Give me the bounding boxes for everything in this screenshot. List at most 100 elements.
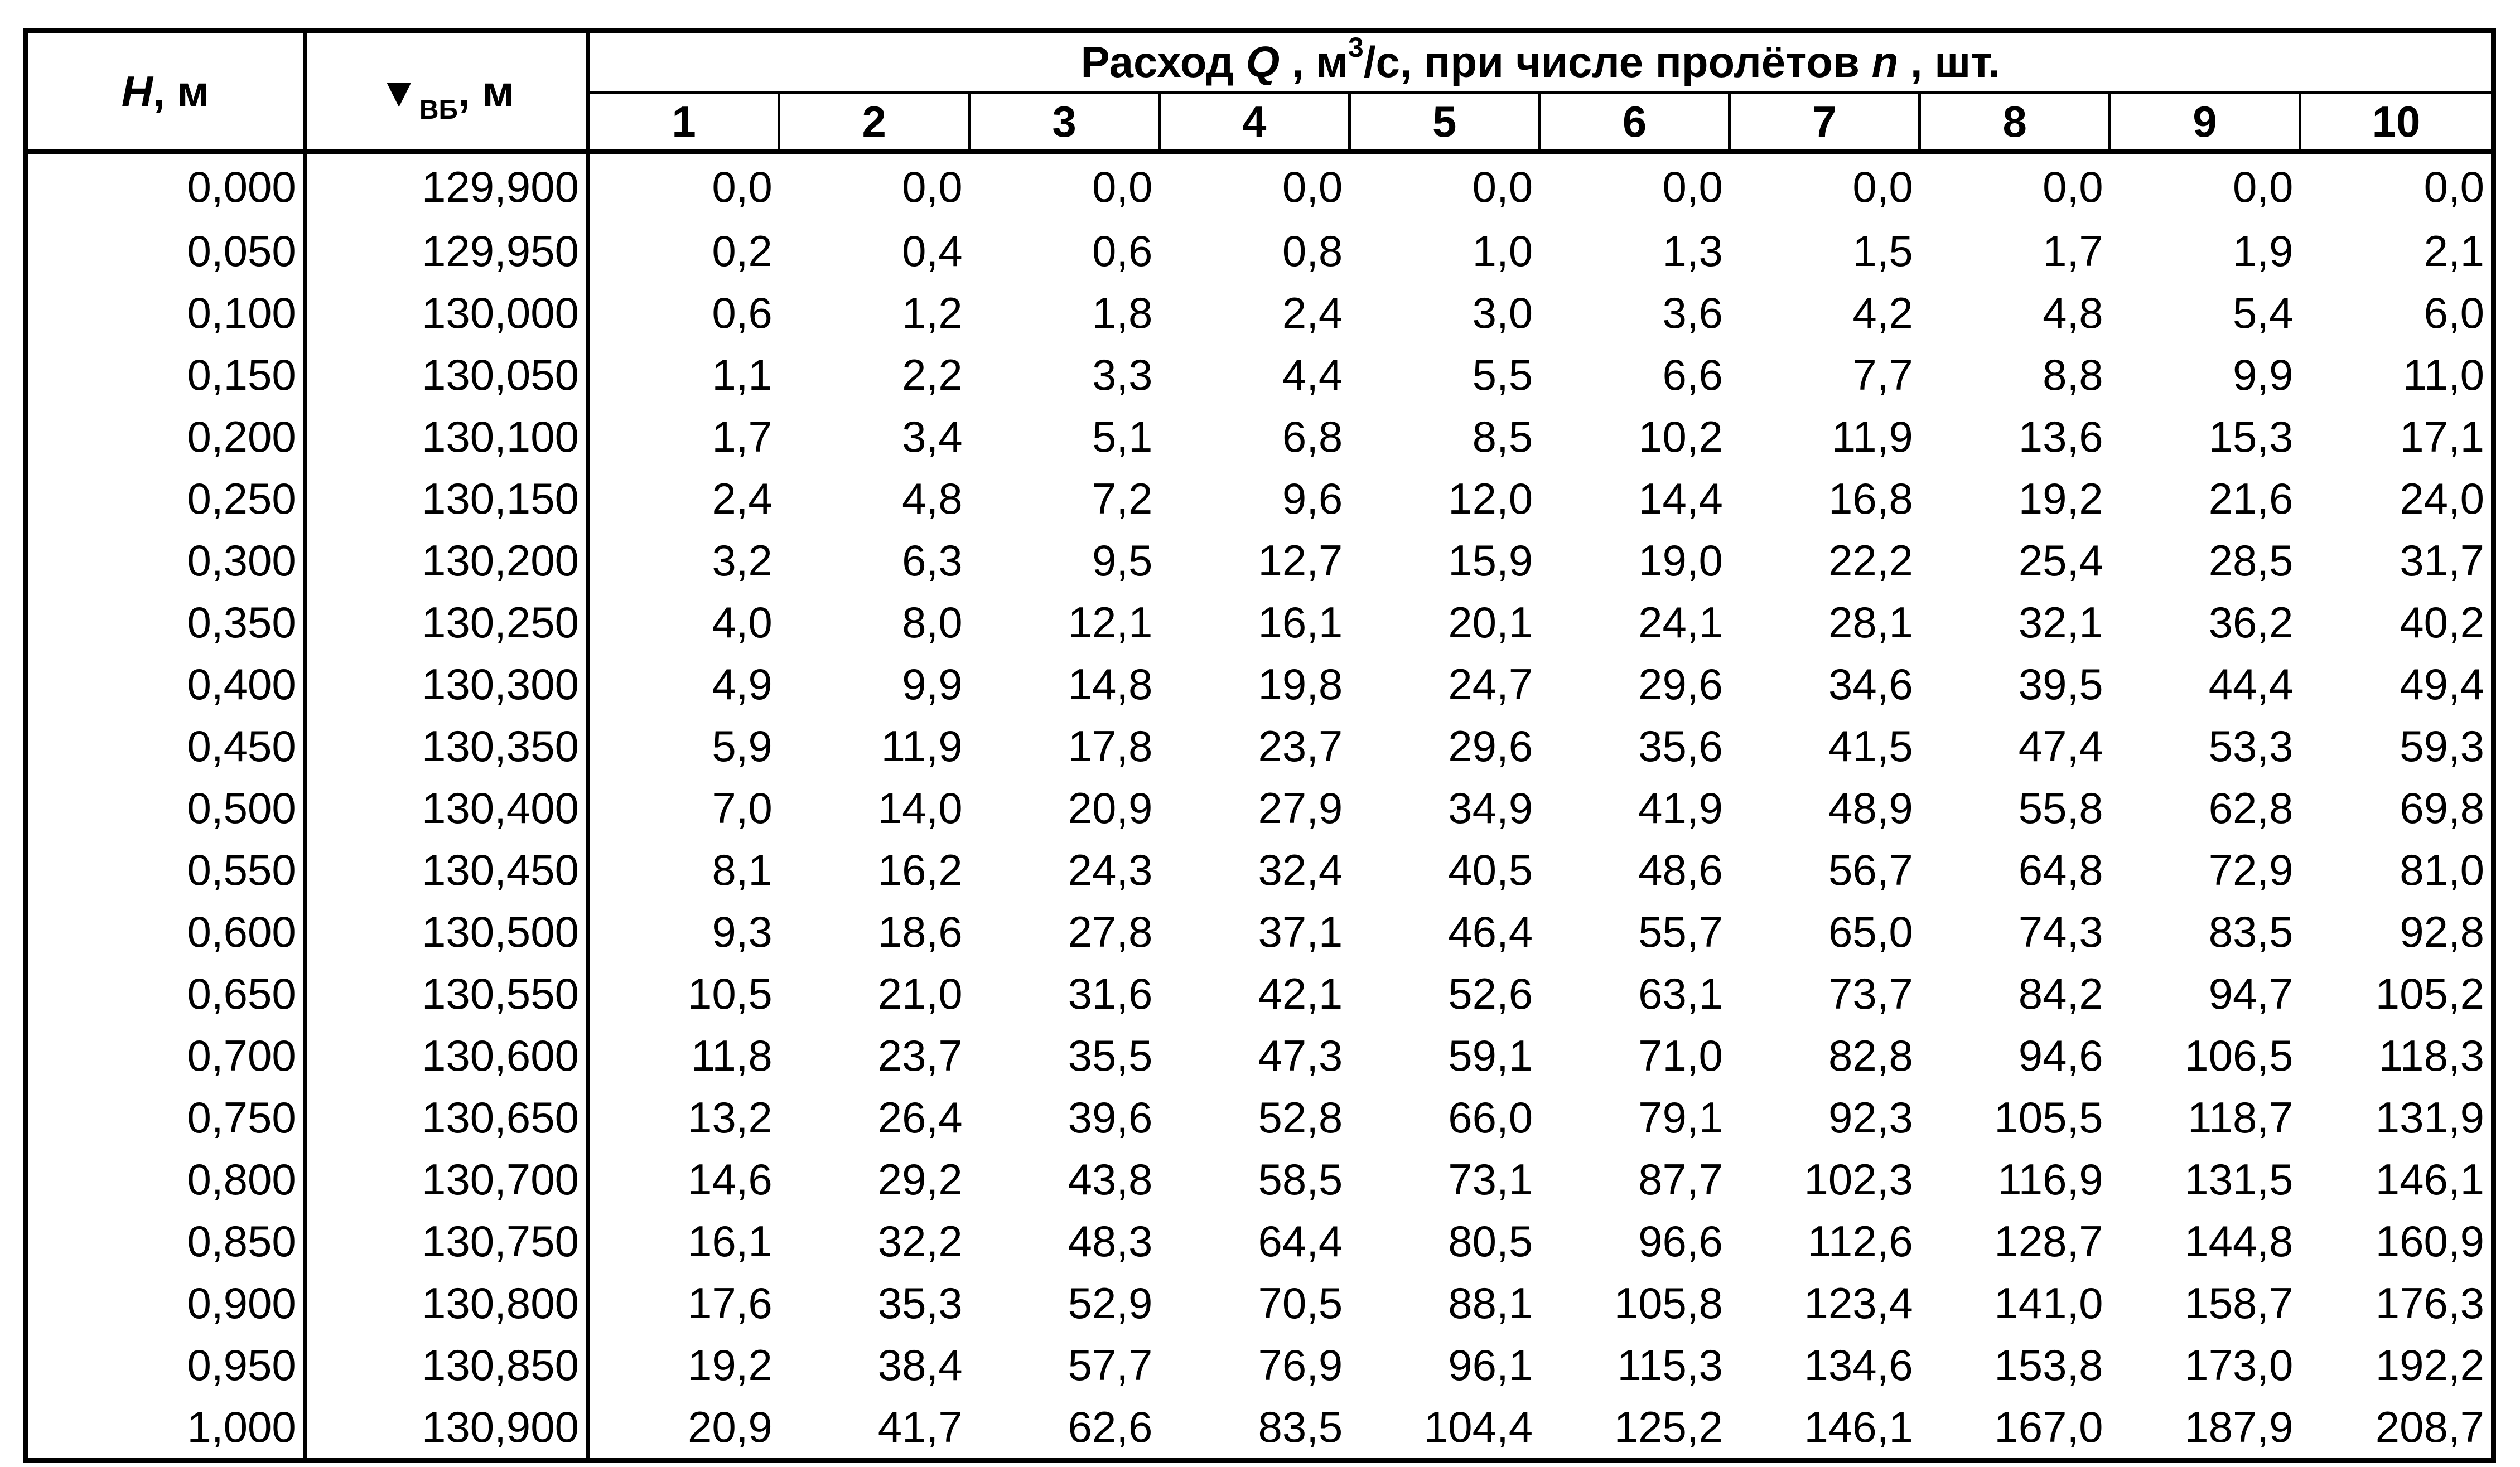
discharge-cell: 9,3 bbox=[712, 907, 773, 956]
table-row: 0,050 129,950 0,2 0,4 0,6 0,8 1,0 1,3 1,5 1,7 1,9 2… bbox=[25, 220, 2494, 282]
discharge-cell: 27,9 bbox=[1258, 783, 1343, 832]
discharge-cell: 0,0 bbox=[2424, 162, 2484, 211]
head-cell: 0,350 bbox=[25, 591, 307, 653]
discharge-cell: 20,1 bbox=[1448, 597, 1533, 647]
discharge-cell: 53,3 bbox=[2208, 721, 2294, 771]
discharge-cell: 96,6 bbox=[1638, 1216, 1723, 1266]
level-cell: 130,900 bbox=[305, 1396, 590, 1460]
discharge-cell: 0,0 bbox=[902, 162, 963, 211]
discharge-cell: 115,3 bbox=[1617, 1340, 1723, 1389]
discharge-cell: 29,2 bbox=[877, 1154, 963, 1204]
discharge-cell: 40,2 bbox=[2400, 597, 2484, 647]
head-cell: 0,400 bbox=[25, 653, 307, 715]
head-cell: 0,700 bbox=[25, 1024, 307, 1086]
discharge-cell: 72,9 bbox=[2208, 845, 2294, 894]
discharge-cell: 105,8 bbox=[1614, 1278, 1723, 1328]
discharge-cell: 11,8 bbox=[691, 1030, 773, 1080]
discharge-cell: 23,7 bbox=[1258, 721, 1343, 771]
discharge-cell: 1,7 bbox=[712, 411, 773, 461]
head-cell: 0,250 bbox=[25, 467, 307, 529]
table-row: 0,950 130,850 19,2 38,4 57,7 76,9 96,1 115,3 134… bbox=[25, 1334, 2494, 1396]
level-cell: 130,000 bbox=[305, 282, 590, 343]
discharge-cell: 32,1 bbox=[2018, 597, 2103, 647]
span-count-header-cell: 3 bbox=[968, 92, 1160, 154]
discharge-cell: 15,3 bbox=[2208, 411, 2294, 461]
head-cell: 0,900 bbox=[25, 1272, 307, 1334]
discharge-cell: 7,2 bbox=[1092, 473, 1153, 523]
discharge-cell: 65,0 bbox=[1828, 907, 1913, 956]
discharge-cell: 1,5 bbox=[1852, 226, 1913, 275]
span-count-header-cell: 10 bbox=[2298, 92, 2494, 154]
discharge-cell: 14,0 bbox=[877, 783, 963, 832]
discharge-cell: 6,3 bbox=[902, 535, 963, 585]
level-cell: 130,400 bbox=[305, 777, 590, 839]
discharge-cell: 27,8 bbox=[1068, 907, 1153, 956]
discharge-cell: 43,8 bbox=[1068, 1154, 1153, 1204]
discharge-cell: 106,5 bbox=[2184, 1030, 2294, 1080]
discharge-cell: 3,0 bbox=[1472, 288, 1533, 337]
discharge-cell: 167,0 bbox=[1994, 1402, 2103, 1451]
head-cell: 0,450 bbox=[25, 715, 307, 777]
discharge-cell: 92,3 bbox=[1828, 1092, 1913, 1142]
discharge-cell: 82,8 bbox=[1828, 1030, 1913, 1080]
discharge-cell: 41,7 bbox=[877, 1402, 963, 1451]
discharge-cell: 42,1 bbox=[1258, 969, 1343, 1018]
discharge-cell: 48,9 bbox=[1828, 783, 1913, 832]
discharge-cell: 3,3 bbox=[1092, 350, 1153, 399]
discharge-cell: 118,7 bbox=[2188, 1092, 2294, 1142]
discharge-cell: 35,3 bbox=[877, 1278, 963, 1328]
discharge-cell: 12,0 bbox=[1448, 473, 1533, 523]
discharge-cell: 2,4 bbox=[712, 473, 773, 523]
discharge-cell: 26,4 bbox=[877, 1092, 963, 1142]
discharge-cell: 104,4 bbox=[1423, 1402, 1533, 1451]
discharge-cell: 5,1 bbox=[1092, 411, 1153, 461]
discharge-cell: 208,7 bbox=[2375, 1402, 2484, 1451]
discharge-cell: 83,5 bbox=[1258, 1402, 1343, 1451]
discharge-cell: 38,4 bbox=[877, 1340, 963, 1389]
discharge-cell: 64,8 bbox=[2018, 845, 2103, 894]
discharge-cell: 16,1 bbox=[1258, 597, 1343, 647]
table-body: 0,000 129,900 0,0 0,0 0,0 0,0 0,0 0,0 0,0 0,0 0,0 0… bbox=[25, 152, 2494, 1460]
discharge-cell: 2,1 bbox=[2424, 226, 2484, 275]
head-cell: 0,800 bbox=[25, 1148, 307, 1210]
head-cell: 0,150 bbox=[25, 343, 307, 405]
discharge-cell: 153,8 bbox=[1994, 1340, 2103, 1389]
discharge-cell: 17,1 bbox=[2400, 411, 2484, 461]
discharge-cell: 1,9 bbox=[2232, 226, 2294, 275]
discharge-cell: 59,1 bbox=[1448, 1030, 1533, 1080]
discharge-cell: 39,5 bbox=[2018, 659, 2103, 709]
head-cell: 0,500 bbox=[25, 777, 307, 839]
discharge-cell: 0,2 bbox=[712, 226, 773, 275]
discharge-cell: 0,0 bbox=[1852, 162, 1913, 211]
table-row: 0,850 130,750 16,1 32,2 48,3 64,4 80,5 96,6 112,… bbox=[25, 1210, 2494, 1272]
head-cell: 0,600 bbox=[25, 900, 307, 962]
discharge-cell: 62,6 bbox=[1068, 1402, 1153, 1451]
discharge-cell: 20,9 bbox=[1068, 783, 1153, 832]
discharge-cell: 21,6 bbox=[2208, 473, 2294, 523]
table-row: 0,150 130,050 1,1 2,2 3,3 4,4 5,5 6,6 7,7 8,8 9,9 1… bbox=[25, 343, 2494, 405]
discharge-cell: 11,0 bbox=[2402, 350, 2484, 399]
discharge-cell: 173,0 bbox=[2184, 1340, 2294, 1389]
discharge-cell: 16,1 bbox=[687, 1216, 773, 1266]
discharge-cell: 19,0 bbox=[1638, 535, 1723, 585]
table-header: H, м ▼ВБ, м Расход Q , м3/с, при числе п… bbox=[25, 30, 2494, 154]
discharge-cell: 28,5 bbox=[2208, 535, 2294, 585]
discharge-cell: 16,8 bbox=[1828, 473, 1913, 523]
head-cell: 0,550 bbox=[25, 839, 307, 900]
discharge-cell: 52,6 bbox=[1448, 969, 1533, 1018]
table-row: 0,400 130,300 4,9 9,9 14,8 19,8 24,7 29,6 34,6 39… bbox=[25, 653, 2494, 715]
discharge-cell: 19,8 bbox=[1258, 659, 1343, 709]
span-count-header-cell: 2 bbox=[778, 92, 969, 154]
discharge-cell: 118,3 bbox=[2378, 1030, 2484, 1080]
discharge-cell: 70,5 bbox=[1258, 1278, 1343, 1328]
discharge-cell: 1,8 bbox=[1092, 288, 1153, 337]
discharge-cell: 4,4 bbox=[1282, 350, 1343, 399]
discharge-cell: 94,6 bbox=[2018, 1030, 2103, 1080]
level-cell: 129,900 bbox=[305, 152, 590, 220]
discharge-cell: 5,5 bbox=[1472, 350, 1533, 399]
discharge-cell: 2,4 bbox=[1282, 288, 1343, 337]
discharge-cell: 17,8 bbox=[1068, 721, 1153, 771]
discharge-cell: 81,0 bbox=[2400, 845, 2484, 894]
discharge-cell: 31,6 bbox=[1068, 969, 1153, 1018]
discharge-cell: 46,4 bbox=[1448, 907, 1533, 956]
